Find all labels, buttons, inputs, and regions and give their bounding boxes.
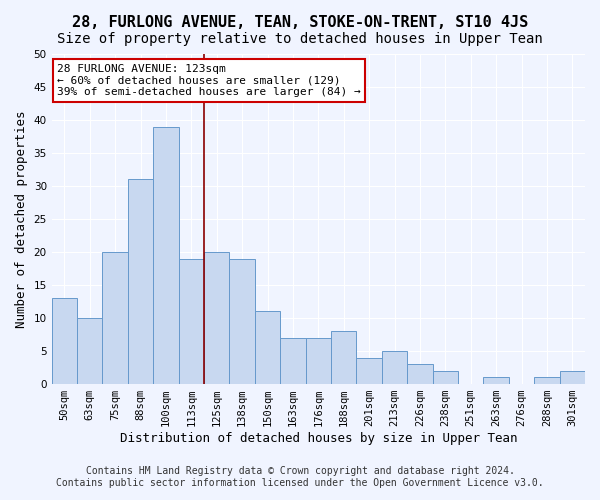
Text: 28 FURLONG AVENUE: 123sqm
← 60% of detached houses are smaller (129)
39% of semi: 28 FURLONG AVENUE: 123sqm ← 60% of detac… (57, 64, 361, 97)
Bar (356, 358, 382, 384)
Bar (128, 180, 153, 384)
Bar (484, 378, 509, 384)
Bar (280, 338, 305, 384)
Bar (255, 312, 280, 384)
Bar (153, 126, 179, 384)
Bar (382, 351, 407, 384)
Bar (204, 252, 229, 384)
Y-axis label: Number of detached properties: Number of detached properties (15, 110, 28, 328)
X-axis label: Distribution of detached houses by size in Upper Tean: Distribution of detached houses by size … (119, 432, 517, 445)
Bar (77, 318, 103, 384)
Bar (560, 371, 585, 384)
Text: Contains HM Land Registry data © Crown copyright and database right 2024.
Contai: Contains HM Land Registry data © Crown c… (56, 466, 544, 487)
Bar (229, 258, 255, 384)
Bar (433, 371, 458, 384)
Bar (305, 338, 331, 384)
Bar (179, 258, 204, 384)
Bar (331, 332, 356, 384)
Text: 28, FURLONG AVENUE, TEAN, STOKE-ON-TRENT, ST10 4JS: 28, FURLONG AVENUE, TEAN, STOKE-ON-TRENT… (72, 15, 528, 30)
Bar (534, 378, 560, 384)
Bar (52, 298, 77, 384)
Bar (103, 252, 128, 384)
Bar (407, 364, 433, 384)
Text: Size of property relative to detached houses in Upper Tean: Size of property relative to detached ho… (57, 32, 543, 46)
